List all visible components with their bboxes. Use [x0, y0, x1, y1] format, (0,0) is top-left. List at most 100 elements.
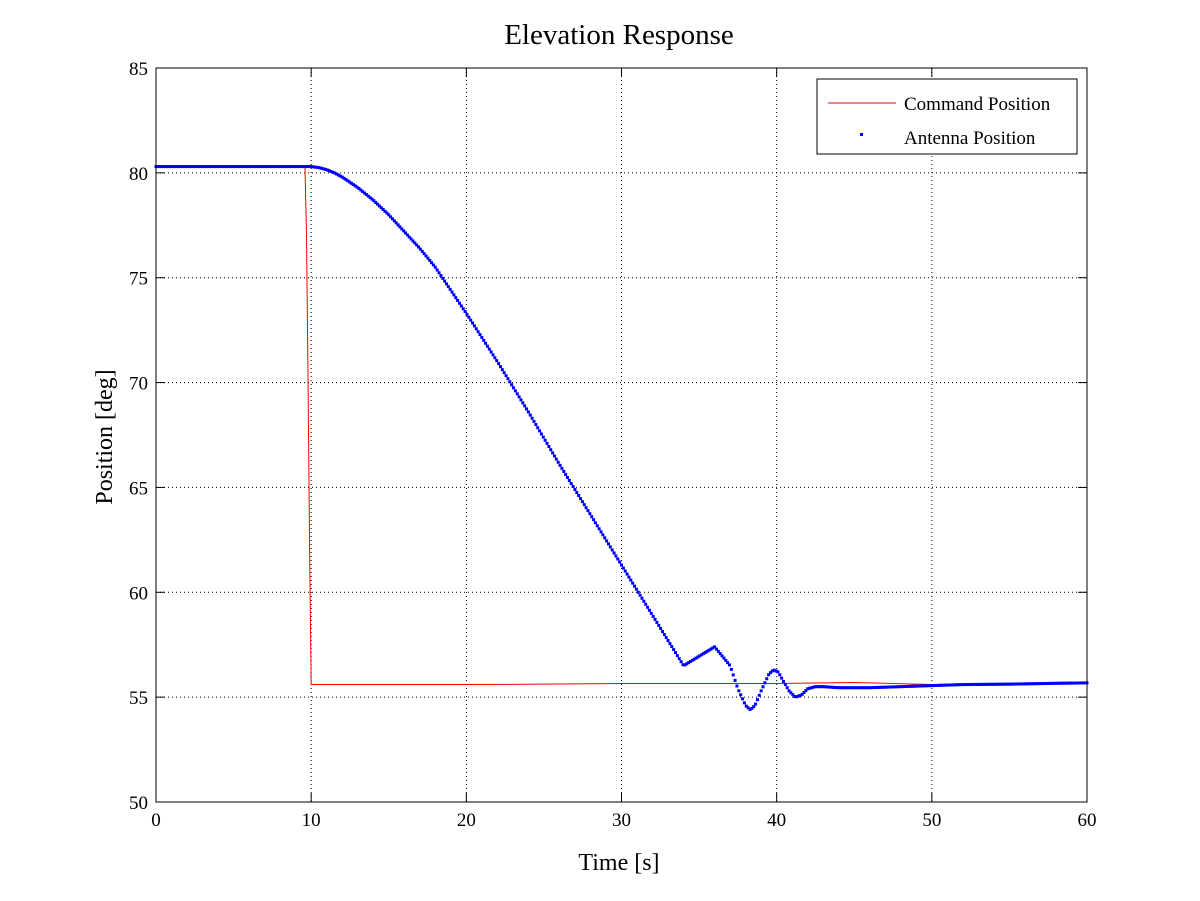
antenna-point: [811, 685, 815, 689]
antenna-point: [891, 685, 895, 689]
antenna-point: [467, 315, 471, 319]
antenna-point: [670, 645, 674, 649]
antenna-point: [400, 227, 404, 231]
antenna-point: [754, 702, 758, 706]
antenna-point: [1014, 682, 1018, 686]
antenna-point: [647, 608, 651, 612]
antenna-point: [396, 223, 400, 227]
antenna-point: [418, 247, 422, 251]
antenna-point: [1009, 682, 1013, 686]
x-axis-label: Time [s]: [578, 850, 659, 876]
antenna-point: [705, 649, 709, 653]
antenna-point: [398, 225, 402, 229]
antenna-point: [357, 187, 361, 191]
antenna-point: [627, 575, 631, 579]
antenna-point: [703, 650, 707, 654]
antenna-point: [534, 423, 538, 427]
antenna-point: [675, 654, 679, 658]
antenna-point: [541, 435, 545, 439]
antenna-point: [202, 165, 206, 169]
antenna-point: [964, 683, 968, 687]
antenna-point: [232, 165, 236, 169]
antenna-point: [245, 165, 249, 169]
antenna-point: [500, 368, 504, 372]
antenna-point: [1072, 681, 1076, 685]
antenna-point: [491, 353, 495, 357]
antenna-point: [323, 167, 327, 171]
antenna-point: [618, 560, 622, 564]
antenna-point: [275, 165, 279, 169]
antenna-point: [182, 165, 186, 169]
antenna-point: [363, 191, 367, 195]
antenna-point: [228, 165, 232, 169]
antenna-point: [733, 678, 737, 682]
antenna-point: [968, 683, 972, 686]
antenna-point: [255, 165, 259, 169]
antenna-point: [528, 413, 532, 417]
antenna-point: [262, 165, 266, 169]
antenna-point: [495, 359, 499, 363]
antenna-point: [217, 165, 221, 169]
antenna-point: [692, 657, 696, 661]
antenna-point: [1016, 682, 1020, 686]
antenna-point: [750, 706, 754, 710]
antenna-point: [484, 341, 488, 345]
antenna-point: [623, 569, 627, 573]
antenna-point: [674, 651, 677, 655]
antenna-point: [899, 685, 903, 689]
antenna-point: [893, 685, 897, 689]
antenna-point: [629, 578, 633, 582]
antenna-point: [485, 344, 489, 348]
antenna-point: [387, 213, 391, 217]
antenna-point: [407, 235, 411, 239]
antenna-point: [161, 165, 165, 169]
antenna-point: [327, 169, 331, 173]
antenna-point: [178, 165, 182, 169]
antenna-point: [1012, 682, 1016, 686]
antenna-point: [361, 190, 365, 194]
antenna-point: [204, 165, 208, 169]
antenna-point: [716, 649, 720, 653]
antenna-point: [547, 445, 551, 449]
antenna-point: [1027, 682, 1031, 686]
antenna-point: [903, 685, 907, 689]
antenna-point: [653, 617, 657, 621]
antenna-point: [586, 509, 590, 513]
antenna-point: [914, 684, 918, 688]
antenna-point: [292, 165, 296, 169]
antenna-point: [569, 481, 573, 485]
antenna-point: [383, 209, 387, 213]
antenna-point: [256, 165, 260, 169]
antenna-point: [770, 669, 774, 673]
antenna-point: [800, 692, 804, 696]
antenna-point: [932, 684, 936, 688]
antenna-point: [459, 304, 463, 308]
antenna-point: [247, 165, 251, 169]
x-tick-label: 20: [457, 810, 476, 831]
antenna-point: [368, 196, 372, 200]
antenna-point: [1055, 681, 1059, 685]
antenna-point: [1037, 682, 1041, 686]
antenna-point: [195, 165, 199, 169]
antenna-point: [299, 165, 303, 169]
antenna-point: [785, 686, 789, 690]
antenna-point: [489, 350, 493, 354]
antenna-point: [487, 347, 491, 351]
antenna-point: [577, 494, 581, 498]
antenna-point: [441, 276, 445, 280]
antenna-point: [664, 636, 668, 639]
antenna-point: [353, 184, 357, 188]
antenna-point: [620, 563, 623, 567]
antenna-point: [215, 165, 219, 169]
antenna-point: [390, 217, 394, 221]
antenna-point: [908, 684, 912, 688]
antenna-point: [999, 682, 1003, 686]
antenna-point: [444, 282, 448, 286]
antenna-point: [404, 231, 408, 235]
antenna-point: [694, 656, 698, 660]
antenna-point: [945, 683, 949, 687]
antenna-point: [1018, 682, 1022, 686]
antenna-point: [230, 165, 234, 169]
antenna-point: [551, 451, 555, 455]
antenna-point: [351, 183, 355, 187]
